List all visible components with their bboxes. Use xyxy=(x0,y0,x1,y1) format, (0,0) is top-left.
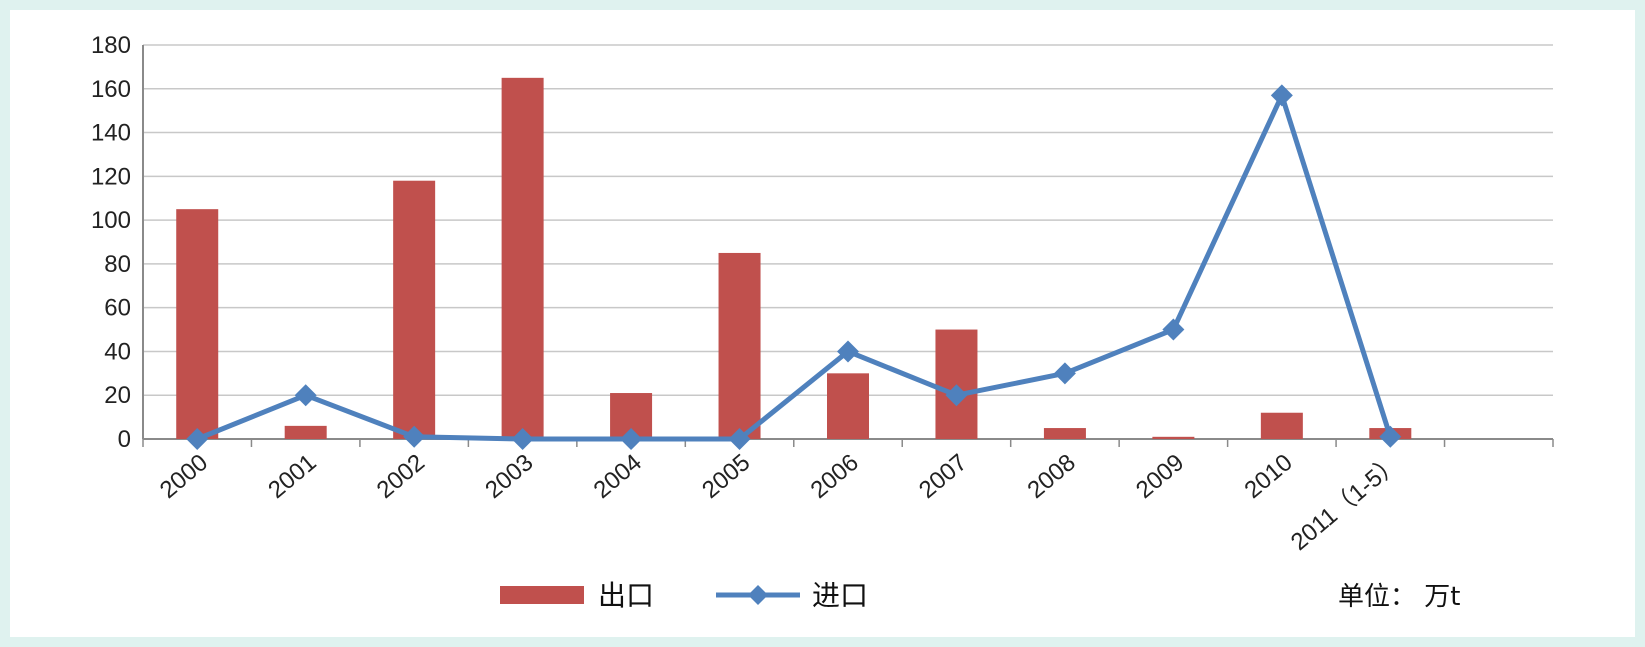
legend-marker-import xyxy=(748,585,768,605)
x-tick-label: 2001 xyxy=(263,449,321,504)
point-import xyxy=(1162,318,1185,341)
point-import xyxy=(945,384,968,407)
point-import xyxy=(837,340,859,363)
y-tick-label: 180 xyxy=(91,32,131,59)
y-tick-label: 120 xyxy=(91,163,131,190)
chart: 0 20 40 60 80 100 120 140 160 180 2000 2001 2002 2003… xyxy=(91,32,1554,612)
y-tick-label: 20 xyxy=(104,382,131,409)
x-tick-label: 2002 xyxy=(372,449,430,504)
x-tick-label: 2009 xyxy=(1131,449,1189,504)
y-tick-label: 80 xyxy=(104,251,131,278)
x-tick-label: 2000 xyxy=(155,449,213,504)
line-import xyxy=(196,92,1393,442)
bar-export xyxy=(393,180,436,439)
x-tick-label: 2005 xyxy=(697,449,755,504)
legend-label-import: 进口 xyxy=(812,579,868,612)
x-tick-label: 2011（1-5） xyxy=(1286,449,1406,556)
point-import xyxy=(186,428,209,450)
point-import xyxy=(1053,362,1076,385)
x-tick-label: 2007 xyxy=(914,449,972,504)
bar-export xyxy=(1260,412,1303,439)
y-tick-label: 160 xyxy=(91,76,131,103)
unit-label: 单位： 万t xyxy=(1338,582,1460,612)
bar-export xyxy=(1152,436,1195,439)
y-tick-label: 60 xyxy=(104,295,131,322)
x-tick-label: 2008 xyxy=(1023,449,1081,504)
y-tick-label: 0 xyxy=(118,426,131,453)
bar-export xyxy=(718,252,761,439)
y-tick-label: 100 xyxy=(91,207,131,234)
legend-label-export: 出口 xyxy=(598,579,654,612)
bar-export xyxy=(176,209,219,439)
y-tick-label: 40 xyxy=(104,338,131,365)
point-import xyxy=(620,428,643,450)
y-tick-label: 140 xyxy=(91,120,131,147)
bar-export xyxy=(501,77,544,439)
x-tick-label: 2006 xyxy=(806,449,864,504)
point-import xyxy=(294,384,317,407)
point-import xyxy=(728,428,751,450)
x-tick-label: 2003 xyxy=(480,449,538,504)
chart-frame: 0 20 40 60 80 100 120 140 160 180 2000 2001 2002 2003… xyxy=(10,10,1635,637)
point-import xyxy=(1270,84,1293,107)
bar-export xyxy=(827,373,869,439)
point-import xyxy=(1379,425,1402,448)
x-tick-label: 2010 xyxy=(1239,449,1297,504)
x-tick-label: 2004 xyxy=(589,449,647,504)
point-import xyxy=(403,425,426,448)
bar-export xyxy=(284,425,327,439)
legend-swatch-export xyxy=(500,586,584,604)
bar-export xyxy=(1043,428,1086,439)
